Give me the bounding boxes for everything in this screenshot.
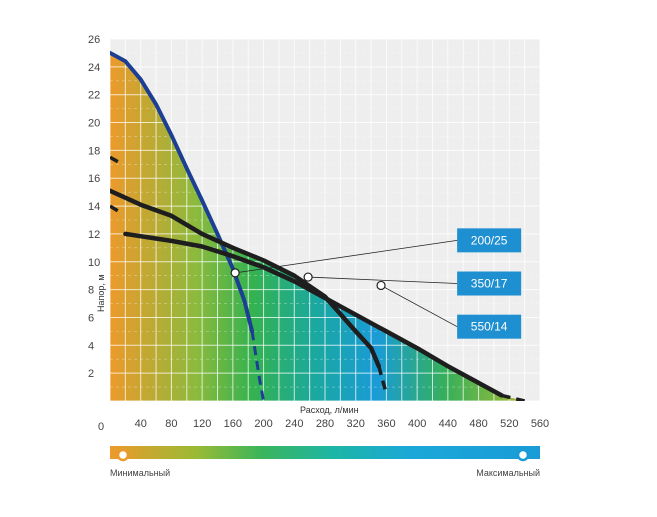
- x-axis-label: Расход, л/мин: [300, 405, 359, 415]
- min-scale-marker: [116, 448, 130, 462]
- markers: [230, 268, 386, 291]
- y-axis-label: Напор, м: [96, 274, 106, 312]
- label-box-350-17: [457, 271, 522, 296]
- x-tick-label: 160: [224, 418, 242, 430]
- y-tick-label: 8: [88, 285, 94, 297]
- marker-550-14: [376, 280, 386, 291]
- series-line-550-14: [123, 231, 504, 398]
- leader-350-17: [308, 276, 458, 284]
- y-tick-label: 14: [88, 201, 100, 213]
- marker-350-17: [303, 272, 313, 282]
- label-text-350-17: 350/17: [471, 277, 508, 291]
- color-scale: Минимальный Максимальный: [110, 446, 540, 478]
- leader-lines: [235, 239, 458, 328]
- max-scale-marker: [516, 448, 530, 462]
- x-tick-label: 520: [500, 418, 518, 430]
- y-tick-label: 6: [88, 312, 94, 324]
- label-text-550-14: 550/14: [471, 320, 508, 334]
- series-line-200-25: [110, 50, 255, 334]
- origin-label: 0: [98, 421, 104, 433]
- series-dash-200-25: [250, 331, 266, 401]
- series-dash-left-350-17: [110, 155, 121, 165]
- max-scale-label: Максимальный: [476, 468, 540, 478]
- x-tick-label: 400: [408, 418, 426, 430]
- y-tick-label: 10: [88, 257, 100, 269]
- y-tick-label: 24: [88, 62, 100, 74]
- label-box-200-25: [457, 228, 522, 253]
- plot-area: [109, 38, 541, 402]
- x-tick-label: 560: [531, 418, 549, 430]
- x-axis: 40 80 120 160 200 240 280 320 360 400 440 480 520 560: [135, 418, 550, 430]
- marker-200-25: [230, 268, 240, 278]
- y-tick-label: 20: [88, 118, 100, 130]
- x-tick-label: 80: [165, 418, 177, 430]
- y-tick-label: 4: [88, 340, 94, 352]
- x-tick-label: 360: [377, 418, 395, 430]
- series-dash-left-550-14: [110, 204, 123, 215]
- grid: [109, 38, 541, 402]
- x-tick-label: 440: [439, 418, 457, 430]
- leader-550-14: [380, 285, 458, 328]
- y-tick-label: 18: [88, 145, 100, 157]
- y-tick-label: 16: [88, 173, 100, 185]
- leader-200-25: [235, 239, 458, 274]
- curves: [110, 50, 526, 401]
- y-tick-label: 12: [88, 229, 100, 241]
- series-line-350-17: [110, 188, 382, 369]
- x-tick-label: 200: [254, 418, 272, 430]
- x-tick-label: 280: [316, 418, 334, 430]
- series-dash-550-14: [501, 393, 526, 401]
- min-scale-label: Минимальный: [110, 468, 170, 478]
- series-dash-350-17: [377, 365, 389, 395]
- x-tick-label: 40: [135, 418, 147, 430]
- x-tick-label: 240: [285, 418, 303, 430]
- label-text-200-25: 200/25: [471, 233, 508, 247]
- y-tick-label: 26: [88, 34, 100, 46]
- y-tick-label: 2: [88, 368, 94, 380]
- x-tick-label: 320: [347, 418, 365, 430]
- series-labels: 200/25 350/17 550/14: [457, 228, 522, 339]
- x-tick-label: 480: [469, 418, 487, 430]
- x-tick-label: 120: [193, 418, 211, 430]
- label-box-550-14: [457, 314, 522, 339]
- y-tick-label: 22: [88, 90, 100, 102]
- color-scale-bar: [110, 446, 540, 459]
